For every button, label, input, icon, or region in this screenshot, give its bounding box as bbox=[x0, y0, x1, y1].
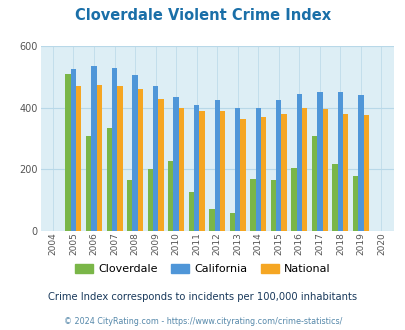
Bar bbox=[255, 108, 260, 231]
Bar bbox=[316, 92, 322, 231]
Bar bbox=[240, 119, 245, 231]
Bar bbox=[249, 179, 255, 231]
Bar bbox=[234, 108, 240, 231]
Bar bbox=[188, 192, 194, 231]
Bar bbox=[296, 94, 301, 231]
Bar bbox=[199, 112, 204, 231]
Bar bbox=[281, 114, 286, 231]
Legend: Cloverdale, California, National: Cloverdale, California, National bbox=[72, 261, 333, 276]
Bar bbox=[275, 100, 281, 231]
Bar bbox=[132, 76, 137, 231]
Bar bbox=[112, 68, 117, 231]
Bar bbox=[322, 109, 327, 231]
Bar bbox=[332, 164, 337, 231]
Bar bbox=[363, 115, 368, 231]
Bar bbox=[311, 136, 316, 231]
Bar bbox=[173, 97, 178, 231]
Bar bbox=[158, 99, 163, 231]
Bar bbox=[337, 92, 342, 231]
Bar bbox=[270, 180, 275, 231]
Bar bbox=[260, 117, 266, 231]
Bar bbox=[65, 74, 70, 231]
Text: Crime Index corresponds to incidents per 100,000 inhabitants: Crime Index corresponds to incidents per… bbox=[48, 292, 357, 302]
Bar bbox=[76, 86, 81, 231]
Bar bbox=[352, 176, 357, 231]
Bar bbox=[291, 168, 296, 231]
Bar bbox=[153, 86, 158, 231]
Bar bbox=[86, 136, 91, 231]
Bar bbox=[147, 169, 153, 231]
Bar bbox=[220, 112, 225, 231]
Bar bbox=[194, 105, 199, 231]
Text: © 2024 CityRating.com - https://www.cityrating.com/crime-statistics/: © 2024 CityRating.com - https://www.city… bbox=[64, 317, 341, 326]
Bar bbox=[106, 128, 112, 231]
Bar bbox=[357, 95, 363, 231]
Bar bbox=[168, 161, 173, 231]
Bar bbox=[91, 66, 96, 231]
Bar bbox=[209, 210, 214, 231]
Bar bbox=[342, 114, 347, 231]
Bar bbox=[127, 180, 132, 231]
Bar bbox=[96, 85, 102, 231]
Bar bbox=[229, 213, 234, 231]
Bar bbox=[70, 69, 76, 231]
Bar bbox=[117, 86, 122, 231]
Bar bbox=[301, 108, 307, 231]
Bar bbox=[214, 100, 220, 231]
Bar bbox=[178, 108, 184, 231]
Bar bbox=[137, 89, 143, 231]
Text: Cloverdale Violent Crime Index: Cloverdale Violent Crime Index bbox=[75, 8, 330, 23]
